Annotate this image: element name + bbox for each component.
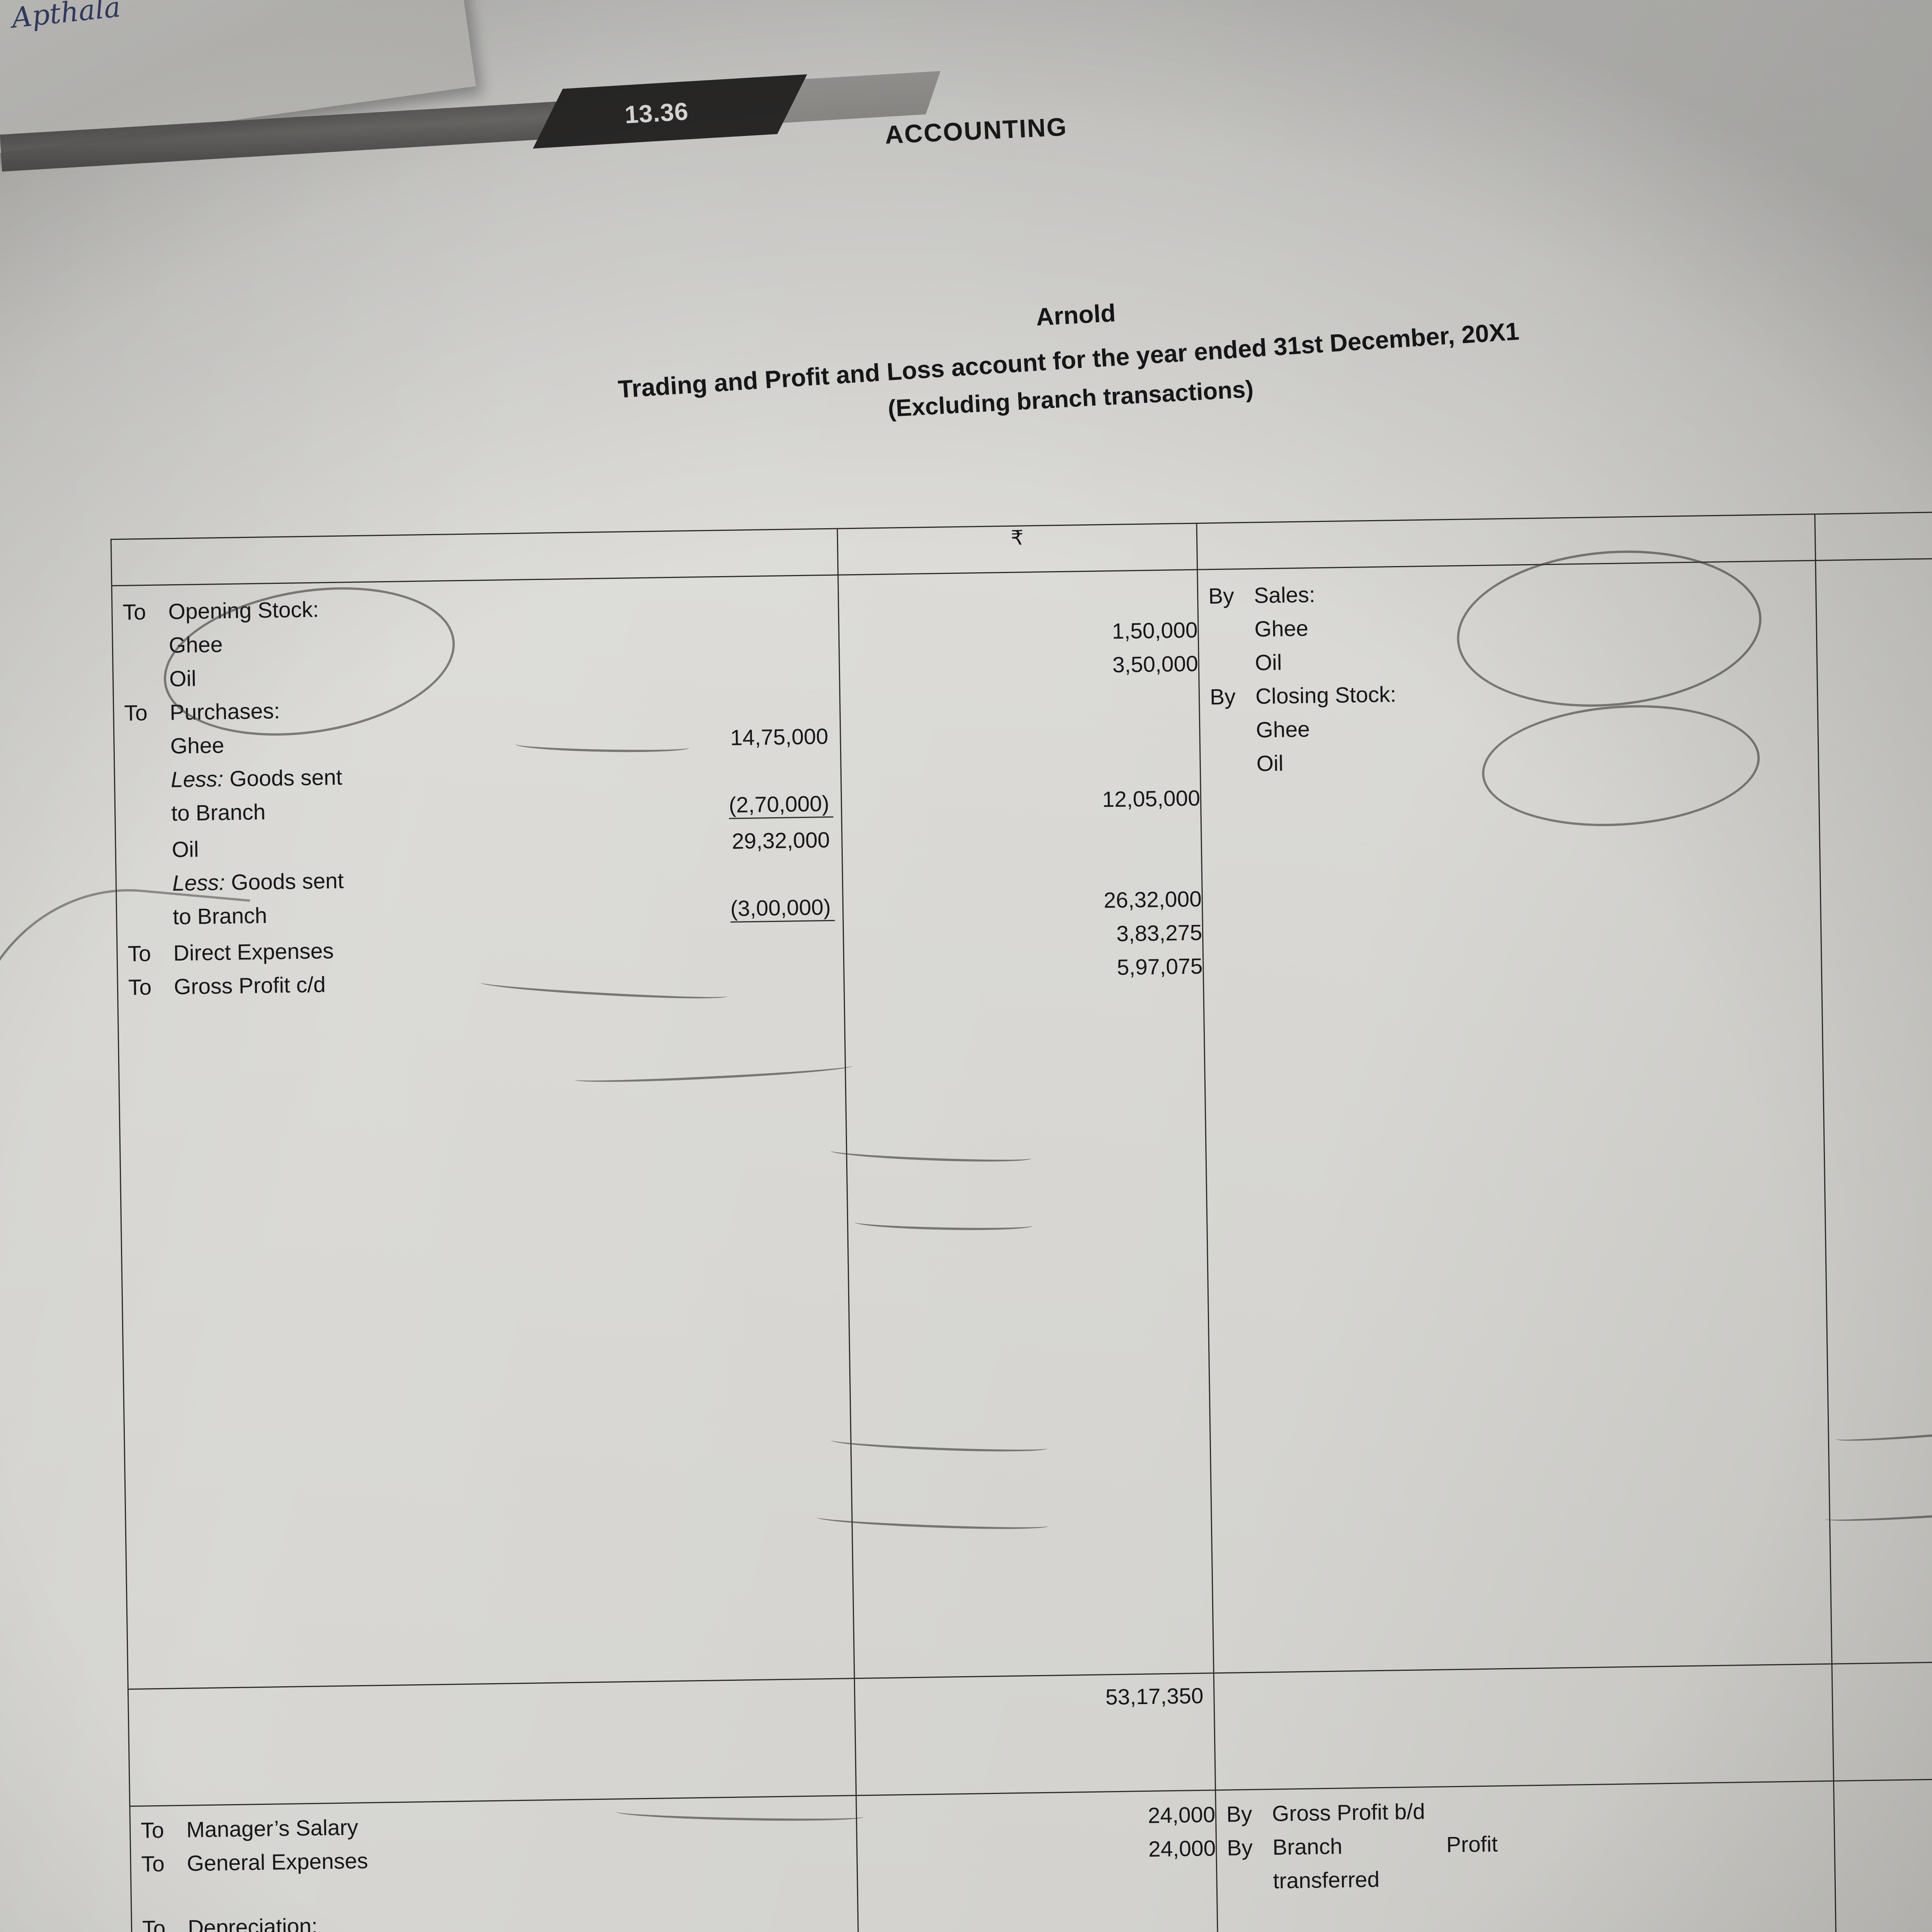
pl-debit-amounts: 24,000 24,000 X X X 1,38,650 X X 42,132 … (856, 1790, 1230, 1932)
row-opening-oil: Oil (124, 658, 832, 691)
row-managers-salary: To Manager’s Salary (140, 1809, 849, 1843)
pl-debit-particulars: To Manager’s Salary To General Expenses … (129, 1795, 871, 1932)
row-sales-ghee: Ghee (1209, 610, 1808, 641)
row-label: Branch Profit (1272, 1832, 1498, 1860)
trading-total-credit-label-blank (1214, 1663, 1834, 1790)
header-spacer-credit (1815, 512, 1932, 561)
row-label: Oil (1255, 650, 1282, 675)
amount-net-purchases-oil: 26,32,000 (1103, 886, 1202, 913)
row-label: Manager’s Salary (186, 1815, 359, 1842)
row-label: Sales: (1253, 582, 1316, 608)
pl-credit-spacer (1833, 1778, 1932, 1932)
trading-credit-spacer (1815, 558, 1932, 1664)
row-label: Depreciation: (187, 1913, 318, 1932)
row-opening-stock: To Opening Stock: (122, 591, 830, 625)
row-label: General Expenses (187, 1848, 368, 1876)
row-to-branch-1: to Branch (2,70,000) (126, 791, 833, 828)
row-direct-expenses: To Direct Expenses (128, 933, 835, 966)
row-branch-profit: By Branch Profit (1226, 1828, 1827, 1861)
row-general-expenses: To General Expenses (141, 1843, 849, 1877)
trading-credit-particulars: By Sales: Ghee Oil By Closing Stock: Ghe… (1197, 560, 1832, 1673)
row-sales-oil: Oil (1209, 644, 1809, 675)
row-label: Gross Profit b/d (1272, 1799, 1425, 1827)
row-purchases-oil: Oil 29,32,000 (126, 827, 834, 862)
row-label: Direct Expenses (173, 938, 334, 966)
row-prefix: To (124, 701, 148, 726)
trading-section-row: To Opening Stock: Ghee Oil To Purchases:… (112, 556, 1932, 1689)
row-label: Closing Stock: (1255, 682, 1396, 709)
row-prefix: To (140, 1818, 164, 1843)
row-prefix: To (128, 975, 152, 1000)
row-label: to Branch (171, 799, 266, 826)
row-purchases: To Purchases: (124, 692, 832, 726)
amount-direct-expenses: 3,83,275 (1116, 920, 1202, 946)
amount-managers-salary: 24,000 (1148, 1802, 1216, 1828)
trading-profit-loss-account-table: ₹ ₹ To Opening Stock: Ghee Oil To Purcha… (111, 509, 1932, 1932)
row-prefix: To (141, 1851, 165, 1877)
row-subamount: 29,32,000 (731, 827, 830, 854)
row-label: Oil (169, 666, 197, 692)
trading-debit-amounts: X 1,50,000 3,50,000 X X X 12,05,000 X X … (838, 570, 1214, 1679)
row-depreciation: To Depreciation: (142, 1907, 850, 1932)
row-closing-ghee: Ghee (1210, 711, 1810, 742)
amount-net-purchases-ghee: 12,05,000 (1102, 786, 1201, 812)
row-label: Purchases: (169, 698, 280, 725)
pl-credit-particulars: By Gross Profit b/d By Branch Profit tra… (1215, 1781, 1849, 1932)
row-label: Ghee (1254, 616, 1309, 642)
row-prefix: To (122, 600, 146, 625)
row-closing-stock: By Closing Stock: (1209, 677, 1810, 710)
trading-total-debit: 53,17,350 (854, 1673, 1216, 1796)
row-label: Oil (1256, 751, 1284, 776)
row-label: Oil (172, 837, 199, 862)
row-prefix: By (1226, 1801, 1253, 1827)
trading-debit-particulars: To Opening Stock: Ghee Oil To Purchases:… (112, 575, 855, 1689)
row-gross-profit-cd: To Gross Profit c/d (128, 966, 836, 1000)
row-label: transferred (1273, 1867, 1380, 1894)
row-prefix: By (1209, 684, 1236, 710)
row-label: to Branch (172, 903, 267, 930)
row-purchases-ghee: Ghee 14,75,000 (124, 724, 832, 759)
row-prefix: By (1226, 1835, 1253, 1861)
row-label: Opening Stock: (168, 597, 319, 624)
row-label-italic: Less: (170, 767, 224, 793)
row-subamount: (3,00,000) (730, 895, 835, 923)
row-label: Ghee (170, 733, 224, 759)
row-subamount: 14,75,000 (730, 724, 828, 750)
row-label: Goods sent (231, 868, 344, 895)
amount-opening-oil: 3,50,000 (1112, 651, 1199, 677)
row-to-branch-2: to Branch (3,00,000) (127, 895, 835, 932)
row-branch-transferred: transferred (1227, 1862, 1827, 1893)
row-label: Ghee (1255, 717, 1310, 743)
header-rupee-debit: ₹ (837, 523, 1197, 575)
row-label: Ghee (168, 632, 223, 658)
row-prefix: To (128, 941, 151, 966)
row-prefix: By (1208, 583, 1235, 609)
row-less-goods-sent-2: Less: Goods sent (127, 863, 835, 896)
row-label: Goods sent (229, 765, 343, 791)
amount-general-expenses: 24,000 (1148, 1836, 1216, 1862)
row-sales: By Sales: (1208, 577, 1808, 609)
row-label-italic: Less: (172, 870, 225, 896)
row-prefix: To (142, 1916, 166, 1932)
row-opening-ghee: Ghee (123, 625, 831, 658)
trading-total-credit-spacer (1832, 1661, 1932, 1781)
trading-total-label-blank (128, 1678, 856, 1806)
amount-opening-ghee: 1,50,000 (1112, 617, 1198, 644)
row-label: Gross Profit c/d (173, 972, 326, 1000)
amount-gross-profit-cd: 5,97,075 (1117, 954, 1203, 980)
row-subamount: (2,70,000) (729, 791, 833, 819)
row-less-goods-sent-1: Less: Goods sent (125, 759, 833, 793)
ledger-table-wrapper: ₹ ₹ To Opening Stock: Ghee Oil To Purcha… (0, 509, 1932, 1932)
row-closing-oil: Oil (1211, 745, 1810, 776)
header-particulars-credit (1196, 514, 1816, 570)
row-gross-profit-bd: By Gross Profit b/d (1226, 1795, 1826, 1827)
